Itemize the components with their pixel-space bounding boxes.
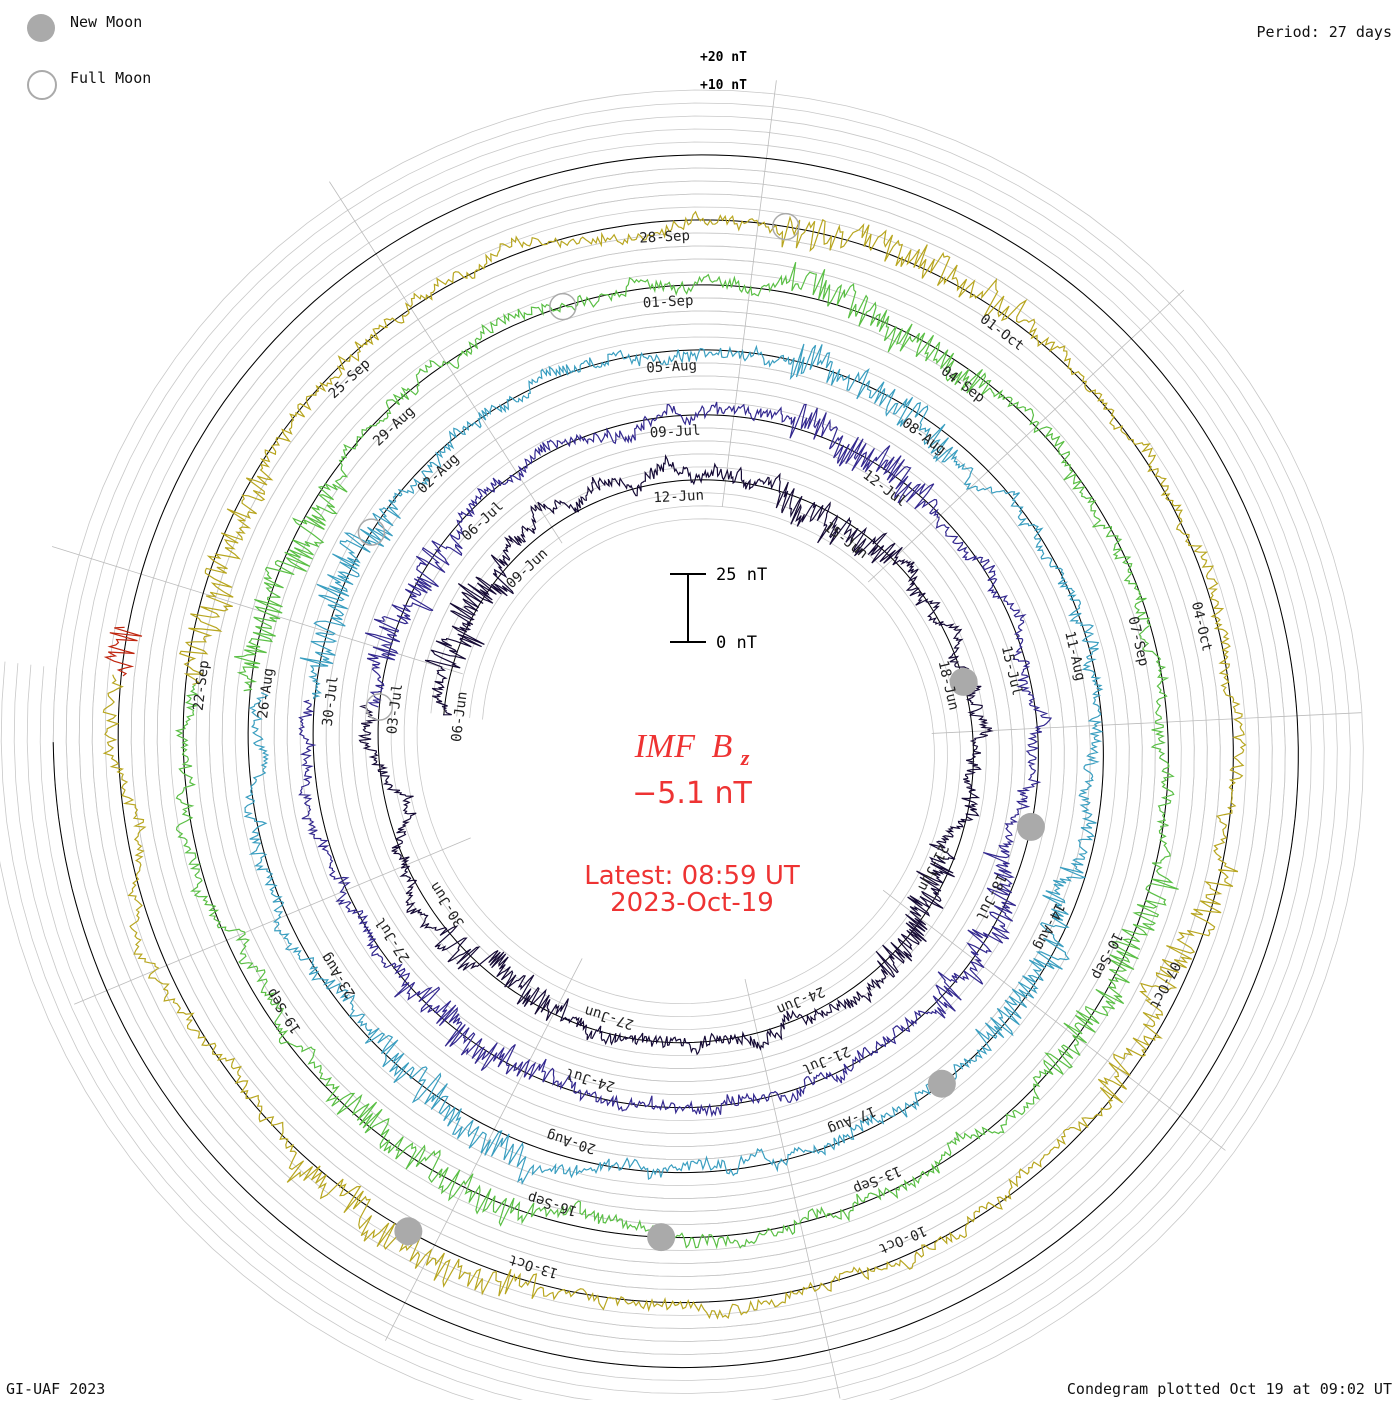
date-label: 28-Sep (639, 228, 690, 247)
date-label: 03-Jul (384, 683, 406, 735)
new-moon-marker (647, 1223, 676, 1252)
center-readout: IMF B z −5.1 nT Latest: 08:59 UT 2023-Oc… (584, 728, 800, 918)
series-line-2023-07-03 (298, 401, 1053, 1118)
day-spoke (74, 837, 471, 1005)
day-spoke (721, 80, 777, 507)
date-label: 01-Sep (642, 293, 693, 312)
parameter-name: IMF (634, 728, 697, 765)
grid-ring (13, 115, 1338, 1404)
date-label: 22-Sep (191, 659, 213, 711)
date-label: 13-Sep (851, 1162, 904, 1197)
series-line-2023-10-19 (103, 626, 143, 677)
new-moon-legend-label: New Moon (70, 13, 143, 31)
date-label: 04-Oct (1188, 600, 1215, 653)
scale-top-label: 25 nT (716, 565, 767, 585)
new-moon-marker (949, 667, 978, 696)
credit-label: GI-UAF 2023 (6, 1380, 106, 1398)
series-line-2023-07-30 (243, 343, 1104, 1186)
date-label: 21-Jun (914, 841, 951, 893)
date-label: 07-Oct (1146, 959, 1183, 1011)
series-line-2023-08-26 (174, 262, 1179, 1250)
amplitude-plus20: +20 nT (700, 50, 747, 65)
date-label: 14-Aug (1030, 900, 1067, 952)
plotted-timestamp: Condegram plotted Oct 19 at 09:02 UT (1066, 1380, 1392, 1398)
latest-date: 2023-Oct-19 (610, 888, 774, 918)
full-moon-marker (772, 212, 800, 241)
full-moon-marker (365, 693, 394, 721)
grid-ring (0, 102, 1351, 1404)
scale-bottom-label: 0 nT (716, 633, 757, 653)
period-label: Period: 27 days (1256, 23, 1392, 41)
new-moon-marker (1016, 812, 1045, 841)
new-moon-icon (27, 14, 55, 42)
date-label: 18-Jul (972, 871, 1009, 923)
new-moon-marker (394, 1217, 423, 1246)
day-spoke (882, 889, 1226, 1151)
full-moon-marker (357, 518, 386, 546)
amplitude-plus10: +10 nT (700, 78, 747, 93)
parameter-title: IMF B z (634, 728, 750, 770)
grid-ring (26, 128, 1325, 1394)
amplitude-labels: +20 nT +10 nT (700, 50, 747, 93)
date-label: 10-Oct (876, 1222, 929, 1257)
new-moon-marker (927, 1069, 956, 1098)
day-spoke (931, 712, 1362, 734)
date-label: 09-Jul (649, 423, 700, 442)
latest-time: Latest: 08:59 UT (584, 861, 800, 891)
date-label: 24-Jun (774, 983, 827, 1018)
baseline-spiral (52, 154, 1299, 1369)
full-moon-marker (549, 292, 577, 321)
date-label: 12-Jun (653, 488, 704, 507)
parameter-subscript: z (740, 745, 750, 770)
moon-markers (357, 212, 1045, 1252)
series-line-2023-06-06 (357, 453, 994, 1056)
date-label: 15-Jun (821, 519, 871, 562)
parameter-symbol: B (712, 728, 733, 765)
date-label: 30-Jul (320, 675, 342, 727)
date-label: 05-Aug (646, 358, 697, 377)
date-label: 26-Aug (255, 667, 277, 719)
full-moon-icon (27, 70, 57, 100)
date-label: 06-Jun (449, 691, 471, 743)
full-moon-legend-label: Full Moon (70, 69, 152, 87)
data-series (102, 210, 1247, 1320)
series-line-2023-09-22 (102, 210, 1247, 1320)
current-value: −5.1 nT (632, 776, 752, 811)
scale-bar: 25 nT 0 nT (670, 565, 767, 653)
zero-baseline (52, 154, 1299, 1369)
date-label: 11-Aug (1061, 630, 1088, 683)
date-label: 10-Sep (1088, 929, 1125, 981)
